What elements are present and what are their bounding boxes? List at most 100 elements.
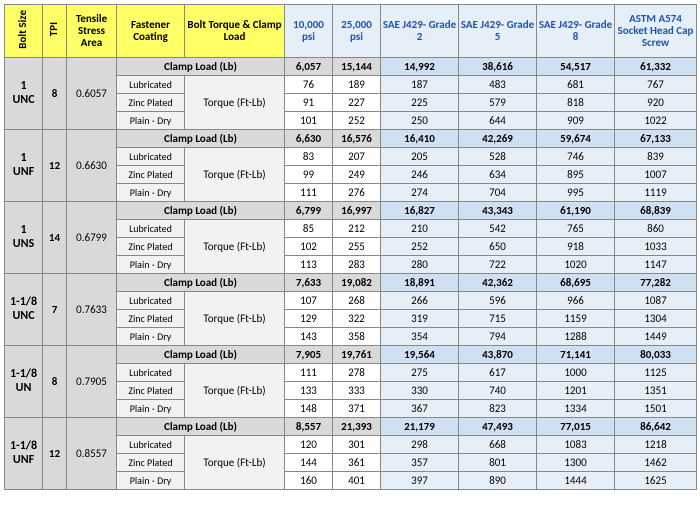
cell-val: 542 bbox=[459, 220, 537, 238]
cell-coating: Plain - Dry bbox=[117, 112, 185, 130]
cell-coating: Plain - Dry bbox=[117, 328, 185, 346]
cell-val: 207 bbox=[333, 148, 381, 166]
cell-val: 860 bbox=[615, 220, 697, 238]
cell-val: 252 bbox=[381, 238, 459, 256]
cell-clamp-val: 6,057 bbox=[285, 58, 333, 76]
cell-torque-label: Torque (Ft-Lb) bbox=[185, 220, 285, 274]
cell-val: 1119 bbox=[615, 184, 697, 202]
cell-clamp-val: 19,761 bbox=[333, 346, 381, 364]
cell-val: 740 bbox=[459, 382, 537, 400]
table-row: 1-1/8UN80.7905Clamp Load (Lb)7,90519,761… bbox=[5, 346, 697, 364]
cell-val: 330 bbox=[381, 382, 459, 400]
cell-clamp-val: 6,799 bbox=[285, 202, 333, 220]
cell-val: 133 bbox=[285, 382, 333, 400]
cell-val: 1304 bbox=[615, 310, 697, 328]
cell-val: 1501 bbox=[615, 400, 697, 418]
cell-val: 275 bbox=[381, 364, 459, 382]
cell-torque-label: Torque (Ft-Lb) bbox=[185, 76, 285, 130]
cell-val: 255 bbox=[333, 238, 381, 256]
cell-clamp-val: 21,393 bbox=[333, 418, 381, 436]
cell-val: 274 bbox=[381, 184, 459, 202]
cell-val: 995 bbox=[537, 184, 615, 202]
cell-val: 617 bbox=[459, 364, 537, 382]
table-row: 1-1/8UNF120.8557Clamp Load (Lb)8,55721,3… bbox=[5, 418, 697, 436]
cell-val: 371 bbox=[333, 400, 381, 418]
cell-clamp-val: 67,133 bbox=[615, 130, 697, 148]
cell-val: 189 bbox=[333, 76, 381, 94]
cell-val: 120 bbox=[285, 436, 333, 454]
cell-size: 1-1/8UN bbox=[5, 346, 43, 418]
cell-val: 357 bbox=[381, 454, 459, 472]
cell-clamp-val: 16,576 bbox=[333, 130, 381, 148]
cell-val: 225 bbox=[381, 94, 459, 112]
cell-val: 644 bbox=[459, 112, 537, 130]
cell-val: 280 bbox=[381, 256, 459, 274]
cell-val: 101 bbox=[285, 112, 333, 130]
cell-torque-label: Torque (Ft-Lb) bbox=[185, 436, 285, 490]
cell-tpi: 12 bbox=[43, 418, 67, 490]
hdr-coating: Fastener Coating bbox=[117, 5, 185, 58]
cell-val: 794 bbox=[459, 328, 537, 346]
cell-val: 76 bbox=[285, 76, 333, 94]
hdr-bolt-size: Bolt Size bbox=[5, 5, 43, 58]
cell-val: 85 bbox=[285, 220, 333, 238]
cell-val: 1033 bbox=[615, 238, 697, 256]
cell-val: 920 bbox=[615, 94, 697, 112]
cell-val: 276 bbox=[333, 184, 381, 202]
cell-clamp-val: 19,082 bbox=[333, 274, 381, 292]
cell-clamp-label: Clamp Load (Lb) bbox=[117, 418, 285, 436]
cell-val: 268 bbox=[333, 292, 381, 310]
cell-tsa: 0.6799 bbox=[67, 202, 117, 274]
cell-val: 107 bbox=[285, 292, 333, 310]
cell-val: 1351 bbox=[615, 382, 697, 400]
cell-clamp-val: 16,410 bbox=[381, 130, 459, 148]
cell-coating: Lubricated bbox=[117, 76, 185, 94]
cell-val: 358 bbox=[333, 328, 381, 346]
cell-val: 918 bbox=[537, 238, 615, 256]
cell-coating: Plain - Dry bbox=[117, 256, 185, 274]
cell-val: 246 bbox=[381, 166, 459, 184]
cell-val: 650 bbox=[459, 238, 537, 256]
cell-clamp-val: 18,891 bbox=[381, 274, 459, 292]
cell-val: 1334 bbox=[537, 400, 615, 418]
cell-val: 205 bbox=[381, 148, 459, 166]
cell-tpi: 12 bbox=[43, 130, 67, 202]
cell-val: 722 bbox=[459, 256, 537, 274]
cell-clamp-label: Clamp Load (Lb) bbox=[117, 274, 285, 292]
cell-clamp-val: 14,992 bbox=[381, 58, 459, 76]
cell-val: 483 bbox=[459, 76, 537, 94]
cell-val: 227 bbox=[333, 94, 381, 112]
cell-clamp-label: Clamp Load (Lb) bbox=[117, 58, 285, 76]
cell-val: 99 bbox=[285, 166, 333, 184]
cell-val: 333 bbox=[333, 382, 381, 400]
cell-clamp-val: 42,269 bbox=[459, 130, 537, 148]
cell-size: 1UNF bbox=[5, 130, 43, 202]
hdr-psi10: 10,000 psi bbox=[285, 5, 333, 58]
cell-clamp-val: 7,633 bbox=[285, 274, 333, 292]
cell-clamp-label: Clamp Load (Lb) bbox=[117, 130, 285, 148]
cell-val: 1125 bbox=[615, 364, 697, 382]
hdr-g8: SAE J429- Grade 8 bbox=[537, 5, 615, 58]
cell-coating: Lubricated bbox=[117, 148, 185, 166]
cell-val: 767 bbox=[615, 76, 697, 94]
cell-coating: Zinc Plated bbox=[117, 454, 185, 472]
cell-val: 1147 bbox=[615, 256, 697, 274]
cell-clamp-label: Clamp Load (Lb) bbox=[117, 346, 285, 364]
cell-val: 1022 bbox=[615, 112, 697, 130]
cell-size: 1-1/8UNC bbox=[5, 274, 43, 346]
cell-val: 361 bbox=[333, 454, 381, 472]
cell-val: 1007 bbox=[615, 166, 697, 184]
cell-coating: Plain - Dry bbox=[117, 400, 185, 418]
cell-clamp-val: 42,362 bbox=[459, 274, 537, 292]
hdr-a574: ASTM A574 Socket Head Cap Screw bbox=[615, 5, 697, 58]
cell-val: 1201 bbox=[537, 382, 615, 400]
cell-val: 144 bbox=[285, 454, 333, 472]
cell-val: 111 bbox=[285, 184, 333, 202]
cell-clamp-val: 38,616 bbox=[459, 58, 537, 76]
hdr-psi25: 25,000 psi bbox=[333, 5, 381, 58]
cell-clamp-val: 68,839 bbox=[615, 202, 697, 220]
cell-coating: Plain - Dry bbox=[117, 184, 185, 202]
cell-clamp-val: 8,557 bbox=[285, 418, 333, 436]
cell-coating: Lubricated bbox=[117, 364, 185, 382]
cell-torque-label: Torque (Ft-Lb) bbox=[185, 148, 285, 202]
